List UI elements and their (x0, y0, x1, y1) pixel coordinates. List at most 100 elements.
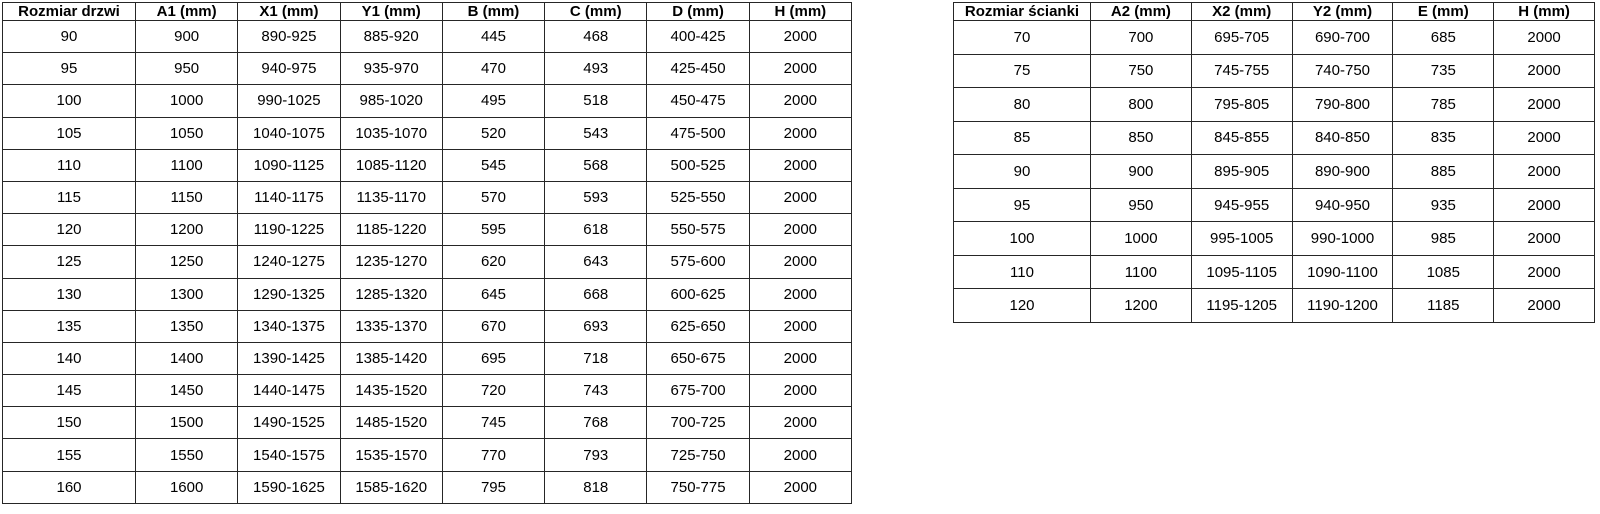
table-cell: 568 (544, 148, 648, 182)
table-cell: 795-805 (1190, 87, 1293, 122)
table-cell: 743 (544, 374, 648, 408)
table-cell: 1185 (1392, 288, 1495, 323)
table-cell: 750 (1090, 53, 1192, 89)
table-cell: 985-1020 (339, 84, 443, 118)
table-row: 80 800 795-805 790-800 785 2000 (953, 87, 1595, 122)
table-cell: 2000 (1493, 53, 1595, 89)
table-cell: 643 (544, 245, 648, 279)
table-cell: 985 (1392, 221, 1495, 256)
table-cell: 785 (1392, 87, 1495, 122)
table-cell: 620 (441, 245, 546, 279)
table-cell: 618 (544, 213, 648, 247)
table-cell: 945-955 (1190, 187, 1293, 223)
table-cell: 90 (953, 154, 1091, 189)
table-cell: 575-600 (646, 245, 750, 279)
table-cell: 1200 (1090, 288, 1192, 323)
table-cell: 1190-1225 (237, 213, 341, 247)
table-cell: 1400 (134, 341, 239, 376)
table-cell: 145 (2, 374, 136, 408)
table-cell: 1150 (134, 180, 239, 215)
table-cell: 745 (441, 406, 546, 440)
table-cell: 518 (544, 84, 648, 118)
table-cell: 110 (2, 148, 136, 182)
table-cell: 1585-1620 (339, 470, 443, 505)
table-cell: 750-775 (646, 470, 750, 505)
table-cell: 790-800 (1291, 87, 1394, 122)
column-header: Rozmiar ścianki (953, 2, 1091, 21)
table-row: 105 1050 1040-1075 1035-1070 520 543 475-500 20… (2, 116, 853, 150)
table-cell: 645 (441, 277, 546, 311)
table-cell: 1440-1475 (237, 374, 341, 408)
header-row: Rozmiar drzwi A1 (mm) X1 (mm) Y1 (mm) B (mm)… (2, 2, 853, 21)
table-cell: 85 (953, 120, 1091, 156)
table-cell: 845-855 (1190, 120, 1293, 156)
table-cell: 950 (1090, 187, 1192, 223)
table-cell: 795 (441, 470, 546, 505)
table-cell: 850 (1090, 120, 1192, 156)
column-header: X1 (mm) (237, 2, 341, 21)
table-cell: 2000 (1493, 120, 1595, 156)
table-cell: 2000 (1493, 187, 1595, 223)
table-row: 145 1450 1440-1475 1435-1520 720 743 675-700 20… (2, 374, 853, 408)
table-cell: 1235-1270 (339, 245, 443, 279)
table-cell: 1485-1520 (339, 406, 443, 440)
table-cell: 1385-1420 (339, 341, 443, 376)
table-cell: 525-550 (646, 180, 750, 215)
column-header: D (mm) (646, 2, 750, 21)
table-cell: 2000 (1493, 154, 1595, 189)
table-cell: 2000 (1493, 221, 1595, 256)
table-cell: 935 (1392, 187, 1495, 223)
table-cell: 1135-1170 (339, 180, 443, 215)
table-cell: 895-905 (1190, 154, 1293, 189)
table-row: 70 700 695-705 690-700 685 2000 (953, 20, 1595, 55)
table-cell: 675-700 (646, 374, 750, 408)
table-cell: 543 (544, 116, 648, 150)
table-cell: 400-425 (646, 19, 750, 54)
table-cell: 2000 (748, 277, 853, 311)
table-cell: 693 (544, 309, 648, 343)
table-row: 150 1500 1490-1525 1485-1520 745 768 700-725 20… (2, 406, 853, 440)
table-row: 100 1000 995-1005 990-1000 985 2000 (953, 221, 1595, 256)
table-cell: 550-575 (646, 213, 750, 247)
column-header: B (mm) (441, 2, 546, 21)
table-cell: 80 (953, 87, 1091, 122)
wall-dimensions-table: Rozmiar ścianki A2 (mm) X2 (mm) Y2 (mm) E (m… (953, 2, 1595, 323)
table-cell: 2000 (748, 470, 853, 505)
table-cell: 595 (441, 213, 546, 247)
table-cell: 2000 (1493, 254, 1595, 290)
table-cell: 1090-1125 (237, 148, 341, 182)
table-row: 95 950 945-955 940-950 935 2000 (953, 187, 1595, 223)
table-cell: 1185-1220 (339, 213, 443, 247)
table-cell: 100 (2, 84, 136, 118)
table-cell: 700-725 (646, 406, 750, 440)
table-cell: 685 (1392, 20, 1495, 55)
table-cell: 745-755 (1190, 53, 1293, 89)
table-cell: 2000 (1493, 87, 1595, 122)
table-cell: 940-975 (237, 52, 341, 86)
table-cell: 718 (544, 341, 648, 376)
table-cell: 495 (441, 84, 546, 118)
table-cell: 770 (441, 438, 546, 472)
table-cell: 890-900 (1291, 154, 1394, 189)
table-row: 85 850 845-855 840-850 835 2000 (953, 120, 1595, 156)
table-cell: 950 (134, 52, 239, 86)
table-cell: 700 (1090, 20, 1192, 55)
table-cell: 120 (2, 213, 136, 247)
table-cell: 720 (441, 374, 546, 408)
table-row: 140 1400 1390-1425 1385-1420 695 718 650-675 20… (2, 341, 853, 376)
table-cell: 840-850 (1291, 120, 1394, 156)
table-cell: 2000 (748, 245, 853, 279)
table-cell: 2000 (748, 213, 853, 247)
table-cell: 1535-1570 (339, 438, 443, 472)
table-cell: 1340-1375 (237, 309, 341, 343)
table-cell: 1035-1070 (339, 116, 443, 150)
table-cell: 1435-1520 (339, 374, 443, 408)
table-cell: 2000 (748, 309, 853, 343)
table-row: 100 1000 990-1025 985-1020 495 518 450-475 2000 (2, 84, 853, 118)
table-cell: 1195-1205 (1190, 288, 1293, 323)
table-cell: 545 (441, 148, 546, 182)
table-cell: 735 (1392, 53, 1495, 89)
table-cell: 668 (544, 277, 648, 311)
table-row: 90 900 895-905 890-900 885 2000 (953, 154, 1595, 189)
table-cell: 1390-1425 (237, 341, 341, 376)
